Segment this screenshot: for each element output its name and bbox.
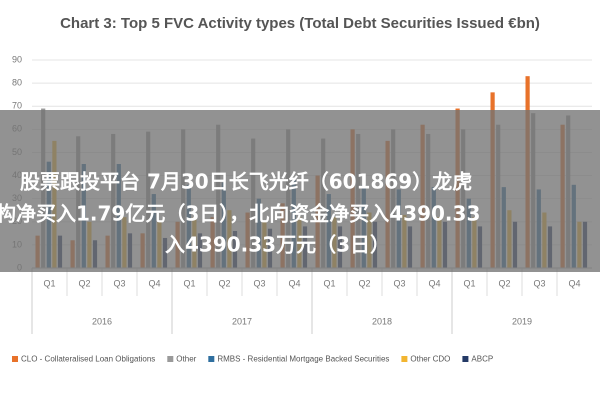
- legend-label: Other: [176, 355, 196, 364]
- x-group-label: 2019: [512, 316, 532, 326]
- legend-marker: [167, 356, 174, 362]
- x-tick-label: Q3: [393, 278, 405, 288]
- x-tick-label: Q3: [253, 278, 265, 288]
- x-tick-label: Q4: [428, 278, 440, 288]
- overlay-text: 股票跟投平台 7月30日长飞光纤（601869）龙虎: [20, 170, 472, 194]
- x-tick-label: Q2: [78, 278, 90, 288]
- legend-marker: [208, 356, 215, 362]
- legend-marker: [12, 356, 18, 362]
- x-tick-label: Q1: [463, 278, 475, 288]
- legend-label: ABCP: [471, 355, 493, 364]
- x-tick-label: Q1: [183, 278, 195, 288]
- y-tick-label: 90: [12, 54, 22, 64]
- x-tick-label: Q4: [148, 278, 160, 288]
- chart-title: Chart 3: Top 5 FVC Activity types (Total…: [60, 15, 540, 32]
- x-tick-label: Q1: [43, 278, 55, 288]
- x-group-label: 2016: [92, 316, 112, 326]
- x-group-label: 2017: [232, 316, 252, 326]
- banner-background: [0, 110, 600, 272]
- legend-label: RMBS - Residential Mortgage Backed Secur…: [217, 355, 389, 364]
- overlay-text: 入4390.33万元（3日）: [165, 233, 390, 257]
- overlay-banner: 股票跟投平台 7月30日长飞光纤（601869）龙虎构净买入1.79亿元（3日）…: [0, 110, 600, 272]
- y-tick-label: 70: [12, 101, 22, 111]
- legend-marker: [462, 356, 469, 362]
- legend-label: CLO - Collateralised Loan Obligations: [21, 355, 155, 364]
- legend-label: Other CDO: [410, 355, 450, 364]
- x-group-label: 2018: [372, 316, 392, 326]
- x-tick-label: Q4: [568, 278, 580, 288]
- legend-marker: [401, 356, 408, 362]
- x-tick-label: Q1: [323, 278, 335, 288]
- x-tick-label: Q3: [113, 278, 125, 288]
- x-tick-label: Q2: [358, 278, 370, 288]
- x-tick-label: Q2: [498, 278, 510, 288]
- x-tick-label: Q2: [218, 278, 230, 288]
- x-tick-label: Q4: [288, 278, 300, 288]
- overlay-text: 构净买入1.79亿元（3日），北向资金净买入4390.33: [0, 202, 480, 226]
- x-tick-label: Q3: [533, 278, 545, 288]
- y-tick-label: 80: [12, 77, 22, 87]
